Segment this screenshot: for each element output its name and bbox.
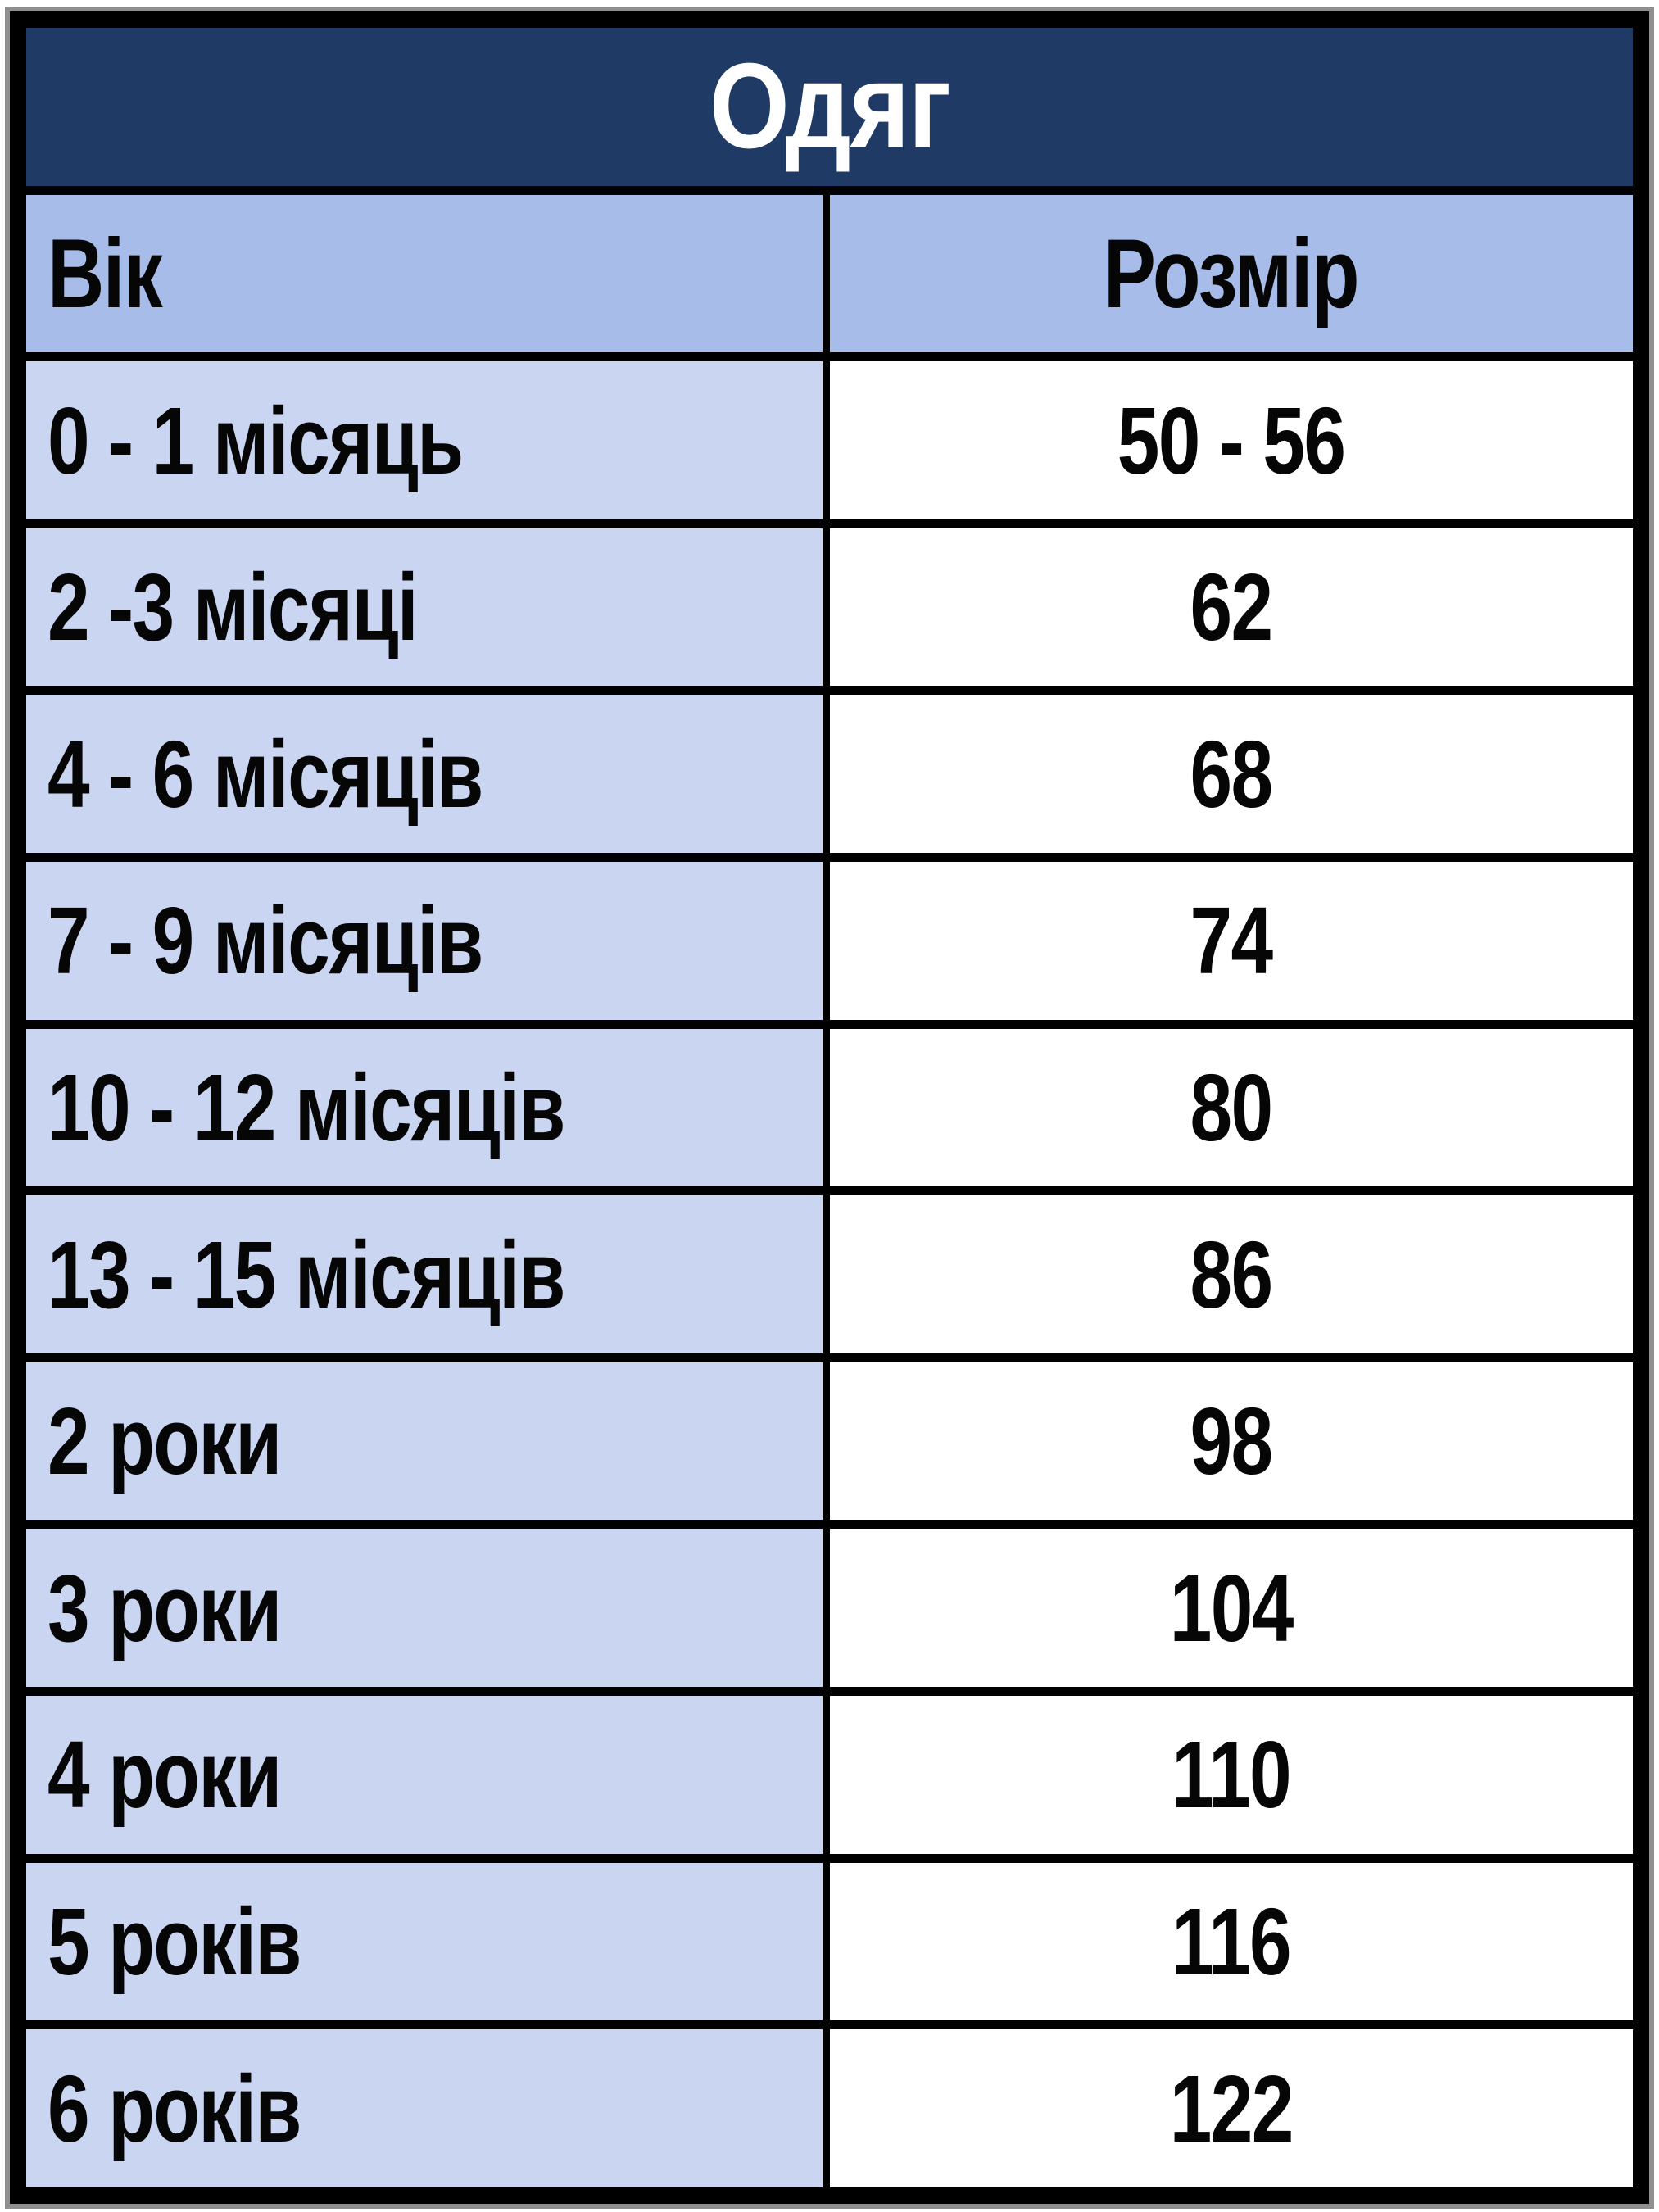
age-cell: 2 роки [26,1362,830,1521]
size-value: 74 [1190,887,1274,995]
size-value: 68 [1190,720,1274,827]
table-header-row: Вік Розмір [26,185,1633,353]
age-cell: 10 - 12 місяців [26,1028,830,1187]
table-row: 2 роки 98 [26,1353,1633,1521]
age-cell: 5 років [26,1862,830,2021]
age-cell: 13 - 15 місяців [26,1195,830,1353]
table-row: 4 - 6 місяців 68 [26,686,1633,854]
column-header-size: Розмір [829,194,1633,353]
size-cell: 86 [829,1195,1633,1353]
age-cell: 4 - 6 місяців [26,695,830,854]
table-row: 7 - 9 місяців 74 [26,853,1633,1020]
size-value: 98 [1190,1388,1274,1495]
table-row: 13 - 15 місяців 86 [26,1186,1633,1353]
column-header-age: Вік [26,194,830,353]
age-value: 3 роки [48,1554,282,1661]
age-value: 6 років [48,2055,301,2162]
age-value: 13 - 15 місяців [48,1221,565,1328]
column-header-size-label: Розмір [1104,218,1360,329]
age-value: 10 - 12 місяців [48,1054,565,1161]
table-title-row: Одяг [26,28,1633,186]
table-row: 4 роки 110 [26,1687,1633,1854]
age-value: 5 років [48,1888,301,1995]
size-value: 62 [1190,554,1274,661]
age-value: 2 роки [48,1388,282,1495]
table-row: 2 -3 місяці 62 [26,519,1633,687]
age-value: 4 роки [48,1721,282,1829]
size-value: 50 - 56 [1117,387,1346,494]
age-value: 2 -3 місяці [48,554,419,661]
size-cell: 116 [829,1862,1633,2021]
column-header-age-label: Вік [48,218,163,329]
size-value: 104 [1169,1554,1294,1661]
age-cell: 0 - 1 місяць [26,361,830,519]
size-cell: 62 [829,528,1633,687]
age-value: 4 - 6 місяців [48,720,483,827]
age-value: 0 - 1 місяць [48,387,464,494]
size-value: 122 [1169,2055,1294,2162]
table-row: 3 роки 104 [26,1520,1633,1688]
size-cell: 80 [829,1028,1633,1187]
table-row: 0 - 1 місяць 50 - 56 [26,352,1633,519]
clothing-size-table: Одяг Вік Розмір 0 - 1 місяць 50 - 56 2 -3 … [5,7,1654,2209]
size-cell: 68 [829,695,1633,854]
table-row: 10 - 12 місяців 80 [26,1019,1633,1187]
size-cell: 50 - 56 [829,361,1633,519]
size-cell: 104 [829,1529,1633,1688]
size-value: 86 [1190,1221,1274,1328]
age-cell: 7 - 9 місяців [26,862,830,1020]
size-value: 80 [1190,1054,1274,1161]
size-value: 110 [1172,1721,1292,1829]
age-cell: 2 -3 місяці [26,528,830,687]
size-cell: 98 [829,1362,1633,1521]
age-cell: 4 роки [26,1696,830,1854]
age-value: 7 - 9 місяців [48,887,483,995]
size-value: 116 [1172,1888,1292,1995]
size-cell: 110 [829,1696,1633,1854]
size-cell: 122 [829,2029,1633,2187]
table-row: 5 років 116 [26,1853,1633,2021]
age-cell: 6 років [26,2029,830,2187]
table-title: Одяг [709,39,951,175]
age-cell: 3 роки [26,1529,830,1688]
size-cell: 74 [829,862,1633,1020]
table-row: 6 років 122 [26,2020,1633,2187]
